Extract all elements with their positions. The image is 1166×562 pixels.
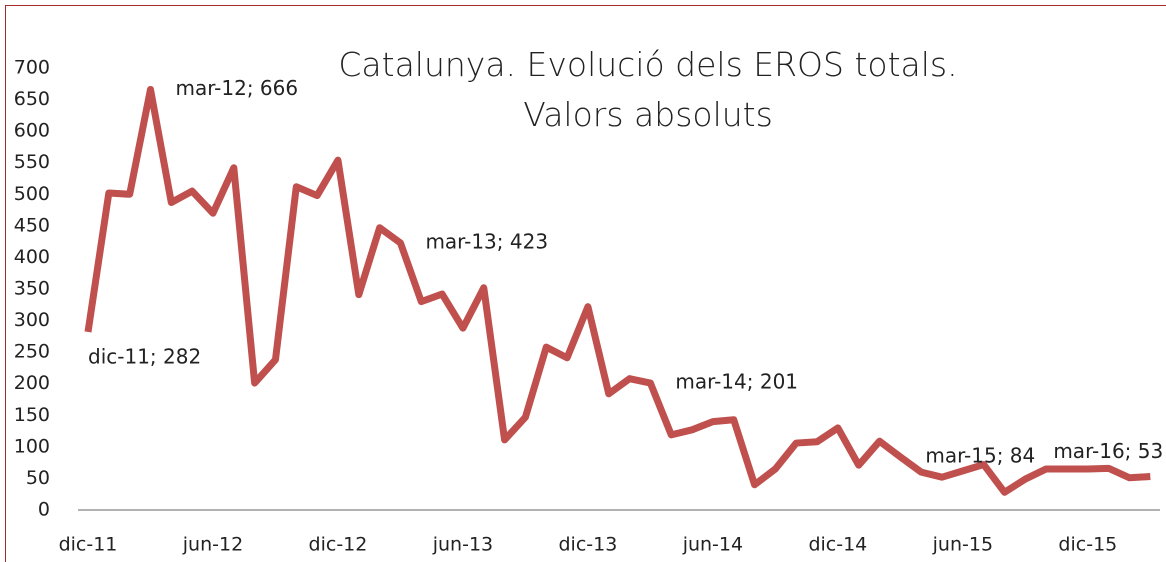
x-tick-label: dic-13 [559,534,618,556]
chart-frame [5,5,1166,562]
x-tick-label: jun-15 [932,534,993,556]
y-tick-label: 650 [14,88,50,110]
y-tick-label: 300 [14,309,50,331]
y-tick-label: 50 [26,467,50,489]
y-tick-label: 0 [38,499,50,521]
x-tick-label: dic-14 [808,534,867,556]
chart-title: Catalunya. Evolució dels EROS totals. Va… [338,45,958,134]
y-tick-label: 100 [14,435,50,457]
data-label: mar-12; 666 [175,76,298,100]
x-tick-label: jun-12 [182,534,243,556]
y-tick-label: 350 [14,278,50,300]
y-tick-label: 450 [14,214,50,236]
y-tick-label: 250 [14,341,50,363]
x-tick-label: dic-15 [1058,534,1117,556]
data-label: mar-16; 53 [1053,439,1163,463]
x-tick-label: jun-14 [682,534,743,556]
y-tick-label: 500 [14,183,50,205]
y-tick-label: 600 [14,120,50,142]
x-tick-label: jun-13 [432,534,493,556]
data-label: mar-13; 423 [425,229,548,253]
data-label: dic-11; 282 [88,344,201,368]
line-series [84,85,1151,496]
y-tick-label: 700 [14,57,50,79]
y-tick-label: 400 [14,246,50,268]
x-tick-label: dic-11 [59,534,118,556]
y-tick-label: 550 [14,151,50,173]
y-tick-label: 150 [14,404,50,426]
y-tick-label: 200 [14,372,50,394]
x-tick-label: dic-12 [309,534,368,556]
data-label: mar-14; 201 [675,370,798,394]
data-label: mar-15; 84 [925,443,1035,467]
